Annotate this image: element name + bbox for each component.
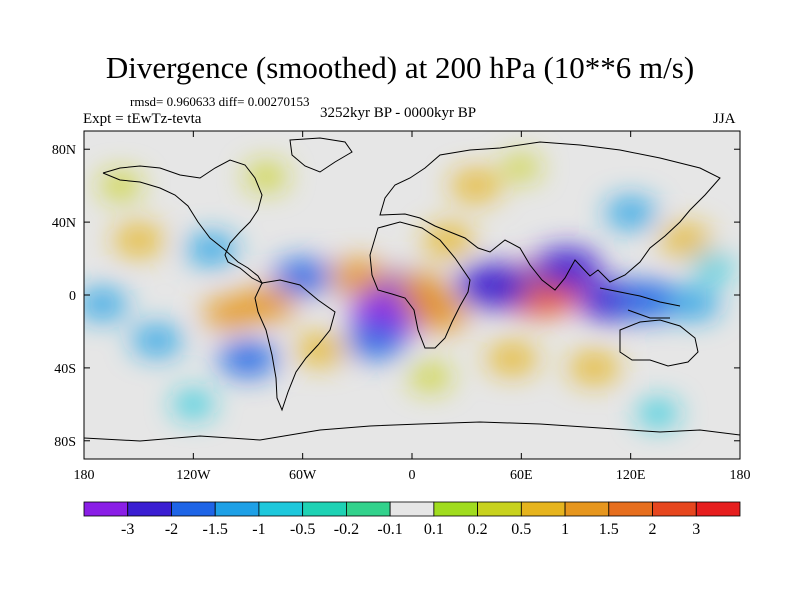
colorbar-label: -1 (252, 521, 265, 538)
y-tick-label: 80N (52, 143, 76, 158)
colorbar-label: 0.1 (424, 521, 444, 538)
anomaly-blob (295, 334, 346, 365)
x-tick-label: 120E (616, 468, 646, 483)
anomaly-blob (455, 263, 533, 309)
coastline-south-america (254, 279, 336, 412)
anomaly-blob (218, 341, 278, 377)
anomaly-blob (569, 352, 620, 383)
colorbar-swatch (608, 501, 653, 517)
anomaly-blob (423, 225, 474, 256)
rmsd-diff-stats: rmsd= 0.960633 diff= 0.00270153 (130, 94, 310, 109)
coastlines (84, 137, 740, 442)
anomaly-field (84, 155, 734, 426)
coastline-maritime-continent (599, 287, 681, 319)
colorbar-label: -3 (121, 521, 134, 538)
anomaly-blob (669, 289, 720, 320)
coastline-north-america (102, 159, 264, 285)
anomaly-blob (637, 400, 679, 426)
anomaly-blob (394, 273, 448, 306)
coastline-antarctica (84, 421, 740, 442)
y-tick-label: 0 (69, 289, 76, 304)
colorbar-label: 1.5 (599, 521, 619, 538)
x-tick-label: 180 (74, 468, 95, 483)
colorbar-label: -0.2 (334, 521, 359, 538)
colorbar-label: -1.5 (203, 521, 228, 538)
anomaly-blob (327, 259, 387, 295)
colorbar-label: -0.1 (377, 521, 402, 538)
anomaly-blob (346, 323, 406, 359)
x-tick-label: 120W (176, 468, 211, 483)
colorbar-swatch (389, 501, 435, 517)
colorbar-swatch (477, 501, 522, 517)
anomaly-blob (605, 198, 656, 228)
anomaly-blob (131, 325, 182, 356)
anomaly-blob (245, 164, 287, 190)
anomaly-blob (409, 364, 451, 390)
anomaly-blob (84, 289, 128, 320)
colorbar-label: -2 (165, 521, 178, 538)
map-field (84, 131, 740, 459)
colorbar-swatch (83, 501, 129, 517)
colorbar-swatch (695, 501, 741, 517)
anomaly-blob (616, 281, 682, 320)
period-label: 3252kyr BP - 0000kyr BP (320, 105, 477, 121)
coastline-africa (369, 221, 471, 349)
colorbar-swatch (433, 501, 478, 517)
anomaly-blob (487, 343, 538, 374)
coastline-australia (619, 319, 699, 367)
anomaly-blob (660, 225, 711, 256)
colorbar-label: 2 (649, 521, 657, 538)
colorbar-swatch (127, 501, 172, 517)
colorbar-swatch (520, 501, 566, 517)
colorbar-label: 0.2 (468, 521, 488, 538)
coastline-greenland (289, 137, 353, 173)
colorbar-swatch (258, 501, 304, 517)
anomaly-blob (113, 225, 164, 256)
colorbar-swatch (214, 501, 260, 517)
x-tick-label: 60W (289, 468, 317, 483)
anomaly-blob (502, 155, 540, 179)
colorbar: -3 -2 -1.5 -1 -0.5 -0.2 -0.1 0.1 0.2 0.5 1 1.5 2 3 (83, 501, 741, 538)
colorbar-swatch (345, 501, 391, 517)
colorbar-label: -0.5 (290, 521, 315, 538)
colorbar-swatch (652, 501, 697, 517)
coastline-eurasia (379, 141, 721, 291)
anomaly-blob (532, 247, 601, 288)
colorbar-swatch (564, 501, 610, 517)
colorbar-label: 0.5 (511, 521, 531, 538)
y-tick-label: 40N (52, 216, 76, 231)
season-label: JJA (713, 111, 736, 127)
x-tick-label: 0 (409, 468, 416, 483)
y-tick-label: 40S (54, 362, 76, 377)
chart-title: Divergence (smoothed) at 200 hPa (10**6 … (105, 50, 695, 85)
anomaly-blob (203, 297, 257, 330)
anomaly-blob (450, 170, 501, 201)
colorbar-swatch (302, 501, 347, 517)
anomaly-blob (172, 391, 214, 417)
y-tick-label: 80S (54, 435, 76, 450)
colorbar-swatch (171, 501, 216, 517)
anomaly-blob (273, 259, 333, 295)
colorbar-label: 3 (692, 521, 700, 538)
anomaly-blob (99, 173, 141, 199)
axes: 180 120W 60W 0 60E 120E 180 80N 40N 0 40S 80S (52, 131, 751, 483)
x-tick-label: 180 (730, 468, 751, 483)
colorbar-label: 1 (561, 521, 569, 538)
experiment-label: Expt = tEwTz-tevta (83, 111, 202, 127)
anomaly-blob (186, 234, 237, 265)
anomaly-blob (692, 255, 734, 281)
x-tick-label: 60E (510, 468, 533, 483)
